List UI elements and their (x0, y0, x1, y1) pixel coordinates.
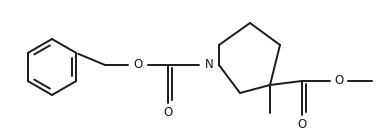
Text: O: O (297, 119, 307, 132)
Text: N: N (205, 59, 214, 72)
Text: O: O (133, 59, 143, 72)
Text: O: O (163, 107, 173, 119)
Text: O: O (335, 74, 343, 88)
